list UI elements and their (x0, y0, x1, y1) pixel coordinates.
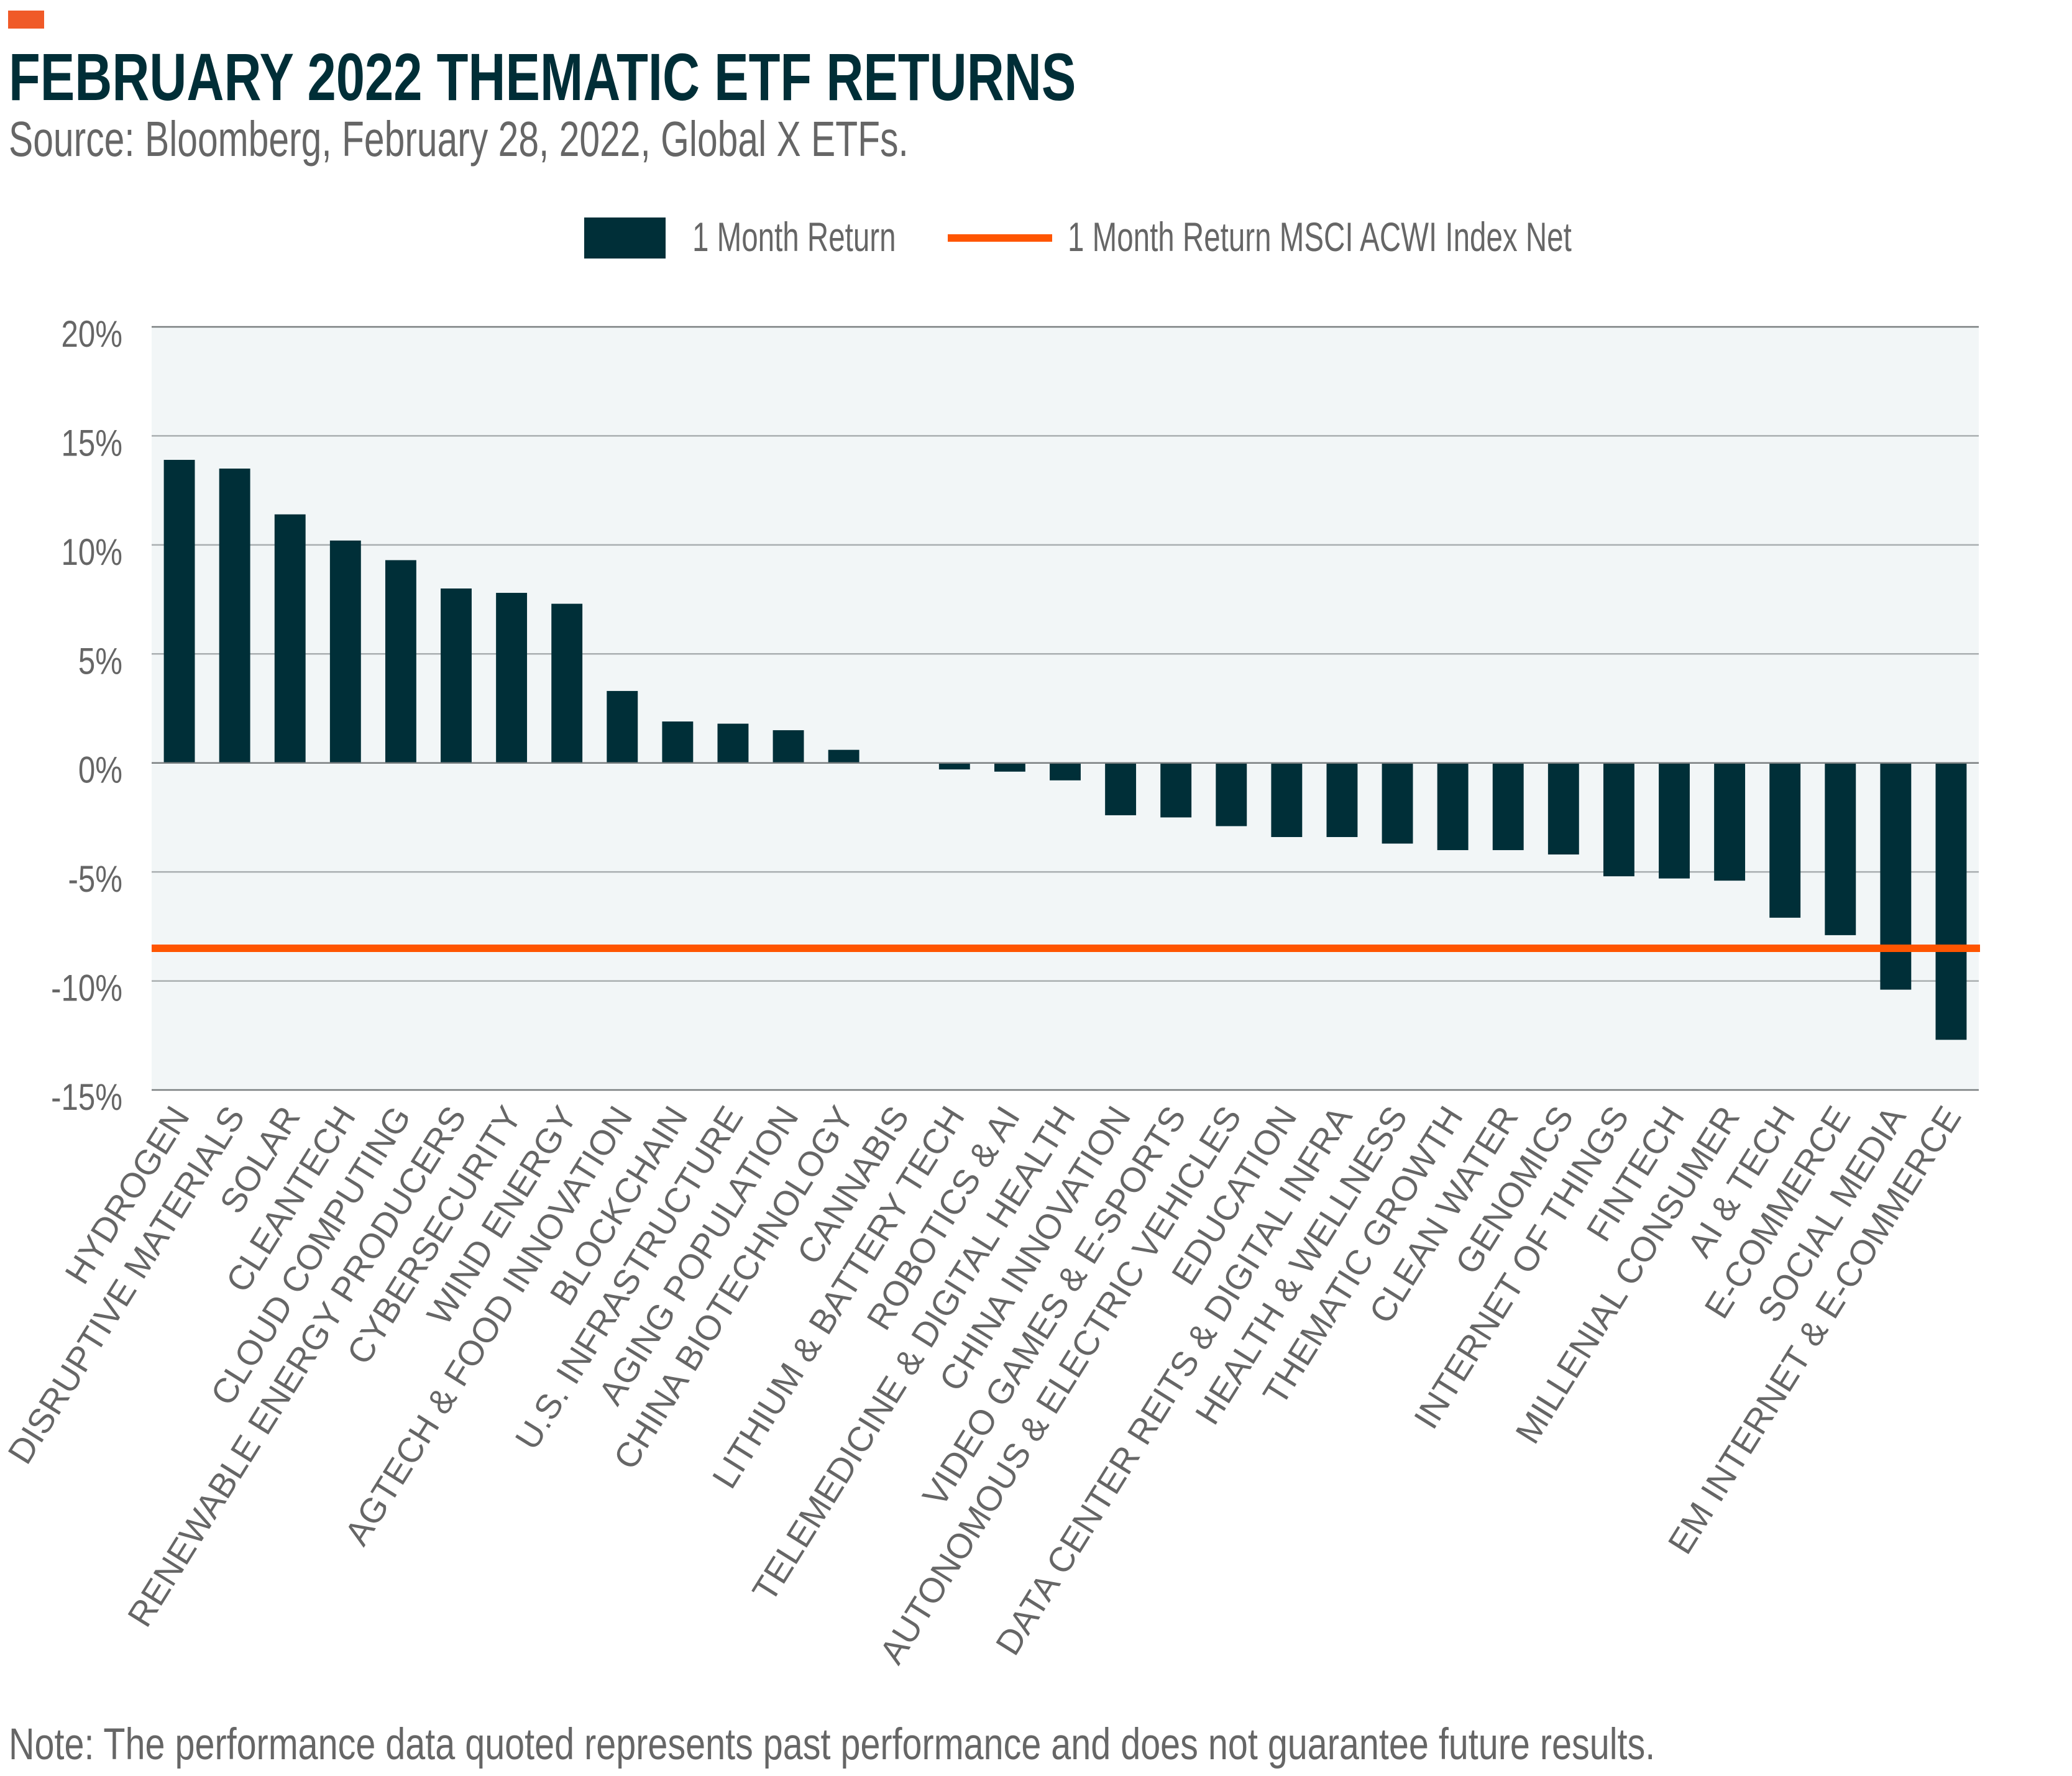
bar (1825, 762, 1856, 935)
bar (1105, 762, 1137, 815)
plot-background (152, 327, 1979, 1090)
bar (1935, 762, 1967, 1040)
bar (1659, 762, 1690, 879)
bar (1492, 762, 1524, 851)
bar (1382, 762, 1413, 844)
bar (274, 514, 306, 763)
bar (772, 730, 804, 763)
y-tick-label: -10% (51, 967, 122, 1009)
bar (662, 721, 694, 763)
y-axis-tick-labels: 20% 15% 10% 5% 0% -5% -10% -15% (51, 313, 122, 1118)
bar (385, 560, 416, 763)
bar (938, 762, 970, 770)
chart-source: Source: Bloomberg, February 28, 2022, Gl… (9, 111, 909, 167)
chart-title: FEBRUARY 2022 THEMATIC ETF RETURNS (9, 39, 1076, 114)
bar (496, 593, 528, 763)
y-tick-label: -15% (51, 1076, 122, 1118)
bar (1437, 762, 1469, 851)
bar (717, 723, 749, 763)
legend-swatch-line (948, 234, 1052, 242)
y-tick-label: 20% (62, 313, 122, 355)
bar (219, 469, 250, 763)
bar (1326, 762, 1358, 838)
bar (163, 460, 195, 763)
accent-bar (8, 11, 44, 29)
bars (163, 460, 1967, 1040)
legend-label-1-month-return: 1 Month Return (692, 214, 896, 260)
y-tick-label: 0% (78, 749, 122, 791)
bar (1216, 762, 1247, 826)
y-tick-label: -5% (68, 858, 122, 900)
bar (1050, 762, 1081, 780)
bar (994, 762, 1025, 772)
bar (607, 690, 638, 763)
y-tick-label: 10% (62, 531, 122, 573)
bar (828, 749, 860, 763)
legend-label-msci-acwi: 1 Month Return MSCI ACWI Index Net (1068, 214, 1572, 260)
bar (551, 603, 583, 763)
bar (1603, 762, 1634, 877)
bar (1880, 762, 1912, 990)
bar (441, 588, 472, 763)
bar (1547, 762, 1579, 855)
x-tick-label: DISRUPTIVE MATERIALS (0, 1099, 252, 1470)
bar (1160, 762, 1192, 818)
y-tick-label: 15% (62, 422, 122, 464)
legend-swatch-bar (584, 217, 666, 259)
bar (1769, 762, 1801, 918)
footnote: Note: The performance data quoted repres… (9, 1720, 1656, 1769)
bar (1271, 762, 1303, 838)
bar (329, 540, 361, 763)
bar (1714, 762, 1746, 881)
y-tick-label: 5% (78, 640, 122, 682)
